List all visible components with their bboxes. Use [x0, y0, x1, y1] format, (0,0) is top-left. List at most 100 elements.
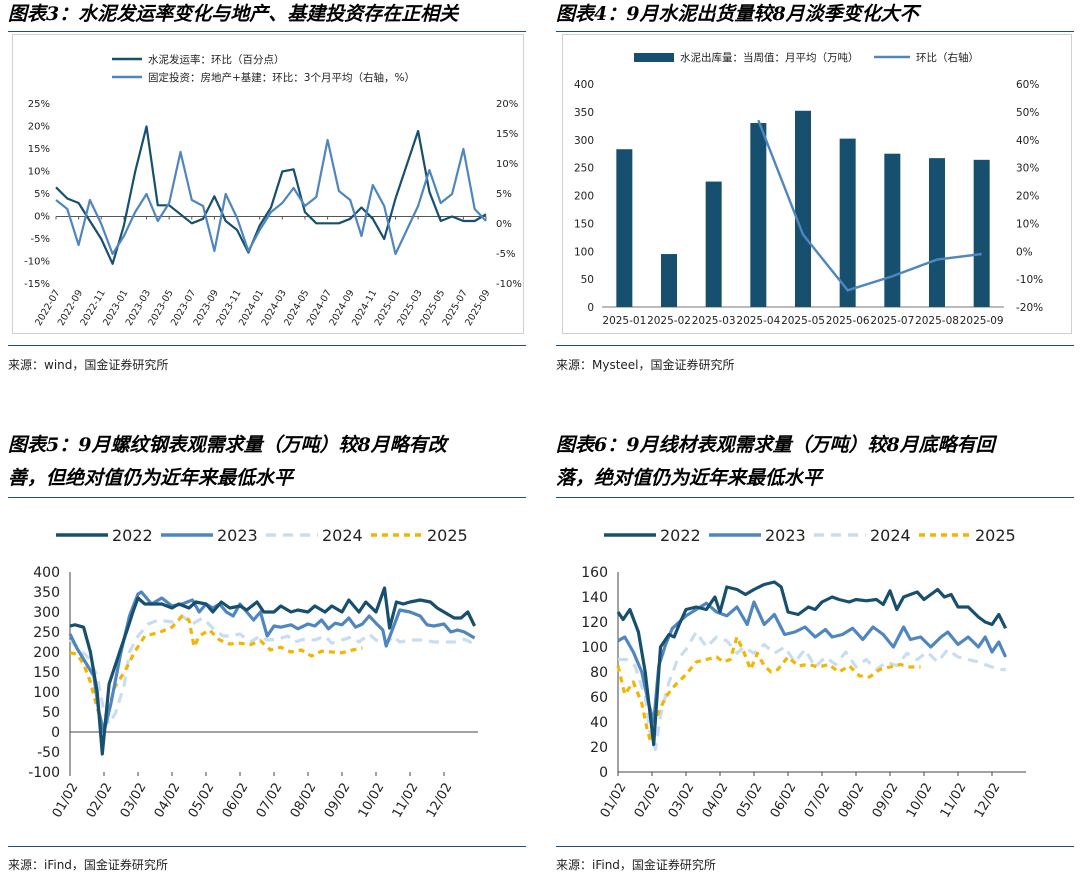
- title-rule: [556, 497, 1074, 498]
- bar: [750, 123, 767, 308]
- x-tick-label: 06/02: [768, 781, 800, 821]
- x-tick-label: 10/02: [904, 781, 936, 821]
- panel-title-line1: 图表6：9月线材表观需求量（万吨）较8月底略有回: [556, 434, 995, 456]
- y-tick-label: 100: [581, 640, 608, 656]
- chart-cement-output: 400 350 300 250 200 150 100 50 0 60% 50% 40% 30% 20% 1…: [562, 34, 1072, 334]
- legend-label: 2024: [322, 526, 363, 545]
- x-tick-label: 2025-06: [826, 315, 870, 327]
- legend-label: 2025: [427, 526, 468, 545]
- source-rule: [8, 846, 526, 847]
- y-tick-label: 250: [33, 625, 60, 641]
- legend-label: 2022: [112, 526, 153, 545]
- y-right-tick-label: -10%: [1016, 274, 1043, 286]
- panel-title-line2: 落，绝对值仍为近年来最低水平: [556, 467, 823, 489]
- y-right-tick-label: 0%: [1016, 246, 1033, 258]
- y-tick-label: 350: [33, 585, 60, 601]
- source-note: 来源：iFind，国金证券研究所: [8, 858, 168, 872]
- y-left-tick-label: 5%: [34, 189, 50, 200]
- y-right-tick-label: 20%: [1016, 191, 1039, 203]
- y-right-tick-label: 60%: [1016, 79, 1039, 91]
- source-rule: [8, 345, 526, 346]
- legend-label: 2022: [660, 526, 701, 545]
- title-rule: [8, 31, 526, 32]
- source-note: 来源：wind，国金证券研究所: [8, 358, 169, 372]
- y-left-tick-label: 200: [574, 191, 594, 203]
- x-tick-label: 01/02: [598, 781, 630, 821]
- y-left-tick-label: -10%: [24, 257, 50, 268]
- x-tick-label: 2025-08: [915, 315, 959, 327]
- x-tick-label: 05/02: [734, 781, 766, 821]
- y-left-tick-label: 300: [574, 135, 594, 147]
- legend-label: 固定投资：房地产+基建：环比：3个月平均（右轴，%）: [148, 71, 415, 84]
- legend-label: 2023: [765, 526, 806, 545]
- y-tick-label: 40: [590, 715, 608, 731]
- x-tick-label: 03/02: [666, 781, 698, 821]
- series-line-2023: [617, 600, 1008, 724]
- x-tick-label: 2025-09: [960, 315, 1004, 327]
- bar: [973, 159, 990, 307]
- y-right-tick-label: -20%: [1016, 302, 1043, 314]
- x-tick-label: 07/02: [802, 781, 834, 821]
- y-left-tick-label: 25%: [28, 99, 50, 110]
- panel-title: 图表4：9月水泥出货量较8月淡季变化大不: [556, 3, 919, 25]
- y-right-tick-label: 10%: [496, 159, 518, 170]
- x-tick-label: 03/02: [118, 781, 150, 821]
- x-tick-label: 11/02: [390, 781, 422, 821]
- y-right-tick-label: 30%: [1016, 163, 1039, 175]
- x-tick-label: 2025-07: [870, 315, 914, 327]
- source-rule: [556, 846, 1074, 847]
- legend-label: 水泥发运率：环比（百分点）: [148, 53, 285, 66]
- y-tick-label: 0: [51, 725, 60, 741]
- y-left-tick-label: 150: [574, 218, 594, 230]
- x-tick-label: 12/02: [972, 781, 1004, 821]
- source-note: 来源：iFind，国金证券研究所: [556, 858, 716, 872]
- y-left-tick-label: 20%: [28, 122, 50, 133]
- y-tick-label: -100: [28, 765, 60, 781]
- y-tick-label: 150: [33, 665, 60, 681]
- bar: [929, 158, 945, 307]
- bar: [616, 149, 633, 307]
- y-left-tick-label: 0: [587, 302, 594, 314]
- chart-frame: [562, 34, 1072, 334]
- series-line-2023: [68, 590, 476, 734]
- series-line-2024: [618, 630, 1006, 752]
- y-tick-label: 140: [581, 590, 608, 606]
- x-tick-label: 04/02: [152, 781, 184, 821]
- y-tick-label: 60: [590, 690, 608, 706]
- x-tick-label: 06/02: [220, 781, 252, 821]
- x-tick-label: 11/02: [938, 781, 970, 821]
- legend-label: 2025: [975, 526, 1016, 545]
- x-tick-label: 2025-04: [736, 315, 780, 327]
- x-tick-label: 12/02: [424, 781, 456, 821]
- bar: [661, 254, 677, 307]
- x-tick-label: 05/02: [186, 781, 218, 821]
- y-left-tick-label: 400: [574, 79, 594, 91]
- y-right-tick-label: 15%: [496, 129, 518, 140]
- y-left-tick-label: -5%: [31, 234, 50, 245]
- x-tick-label: 10/02: [356, 781, 388, 821]
- y-tick-label: 50: [42, 705, 60, 721]
- y-tick-label: 120: [581, 615, 608, 631]
- chart-cement-shipment: 25% 20% 15% 10% 5% 0% -5% -10% -15% 20% 15% 10% 5% 0%…: [12, 34, 524, 334]
- y-left-tick-label: 0%: [34, 212, 50, 223]
- series-line-2022: [69, 586, 477, 756]
- y-left-tick-label: 50: [581, 274, 594, 286]
- y-tick-label: 20: [590, 740, 608, 756]
- y-right-tick-label: -10%: [496, 279, 522, 290]
- x-tick-label: 2025-05: [781, 315, 825, 327]
- y-left-tick-label: -15%: [24, 279, 50, 290]
- legend-swatch-bar: [634, 53, 674, 62]
- y-right-tick-label: 20%: [496, 99, 518, 110]
- x-tick-label: 02/02: [84, 781, 116, 821]
- y-tick-label: 400: [33, 565, 60, 581]
- y-right-tick-label: 10%: [1016, 218, 1039, 230]
- title-rule: [556, 31, 1074, 32]
- series-line: [55, 138, 487, 256]
- legend-label: 水泥出库量：当周值：月平均（万吨）: [680, 51, 859, 64]
- x-tick-label: 2025-03: [692, 315, 736, 327]
- x-tick-label: 02/02: [632, 781, 664, 821]
- panel-title-line1: 图表5：9月螺纹钢表观需求量（万吨）较8月略有改: [8, 434, 447, 456]
- y-left-tick-label: 350: [574, 107, 594, 119]
- y-left-tick-label: 250: [574, 163, 594, 175]
